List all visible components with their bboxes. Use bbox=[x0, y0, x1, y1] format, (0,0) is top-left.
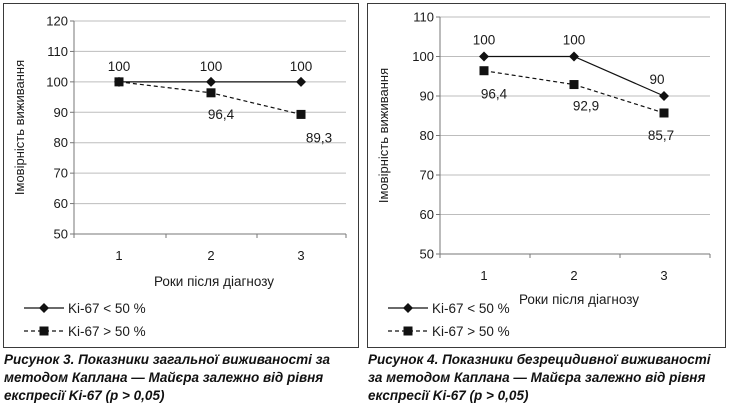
data-label: 85,7 bbox=[648, 128, 674, 143]
y-tick-label: 80 bbox=[420, 128, 434, 143]
square-marker bbox=[569, 80, 579, 90]
data-label: 89,3 bbox=[306, 130, 332, 145]
series-line bbox=[484, 55, 665, 97]
y-tick-label: 120 bbox=[46, 14, 68, 29]
data-label: 92,9 bbox=[573, 99, 599, 114]
x-tick-label: 2 bbox=[207, 248, 214, 263]
y-tick-label: 100 bbox=[412, 49, 434, 64]
legend-label: Ki-67 < 50 % bbox=[68, 301, 146, 316]
legend-square-marker bbox=[403, 326, 413, 336]
square-marker bbox=[659, 108, 669, 118]
x-tick-label: 3 bbox=[297, 248, 304, 263]
y-tick-label: 60 bbox=[54, 196, 68, 211]
x-tick-label: 2 bbox=[570, 268, 577, 283]
data-label: 96,4 bbox=[208, 107, 235, 122]
data-label: 100 bbox=[108, 59, 131, 74]
square-marker bbox=[296, 109, 306, 119]
legend-item-1: Ki-67 < 50 % bbox=[388, 301, 510, 316]
diamond-marker bbox=[206, 76, 216, 87]
x-axis-title: Роки після діагнозу bbox=[154, 274, 274, 289]
y-tick-label: 60 bbox=[420, 207, 434, 222]
data-label: 96,4 bbox=[481, 87, 508, 102]
y-axis-title: Імовірність виживання bbox=[12, 60, 27, 195]
square-marker bbox=[479, 66, 489, 76]
diamond-marker bbox=[659, 91, 669, 101]
x-tick-label: 1 bbox=[115, 248, 122, 263]
chart-panel-relapse-free-survival: 50 60 70 80 90 100 110 1 2 3 Роки після діагнозу Ім… bbox=[367, 3, 726, 348]
legend-label: Ki-67 > 50 % bbox=[432, 324, 510, 339]
legend-item-1: Ki-67 < 50 % bbox=[24, 301, 146, 316]
figure-3-caption: Рисунок 3. Показники загальної виживанос… bbox=[4, 352, 330, 403]
figure-4-caption: Рисунок 4. Показники безрецидивної вижив… bbox=[368, 352, 711, 403]
overall-survival-chart: 50 60 70 80 90 100 110 120 1 2 3 Роки після діагноз… bbox=[12, 14, 347, 339]
data-label: 100 bbox=[200, 59, 223, 74]
chart-panel-overall-survival: 50 60 70 80 90 100 110 120 1 2 3 Роки після діагноз… bbox=[3, 3, 359, 348]
y-tick-label: 110 bbox=[413, 10, 434, 25]
legend-label: Ki-67 > 50 % bbox=[68, 324, 146, 339]
y-tick-label: 100 bbox=[46, 74, 68, 89]
y-tick-label: 70 bbox=[54, 166, 68, 181]
x-tick-label: 1 bbox=[480, 268, 487, 283]
data-label: 100 bbox=[473, 33, 496, 48]
square-marker bbox=[114, 77, 124, 87]
diamond-marker bbox=[296, 76, 306, 87]
x-tick-label: 3 bbox=[660, 268, 667, 283]
series-2: 96,4 89,3 bbox=[114, 77, 332, 145]
square-marker bbox=[206, 88, 216, 98]
data-label: 100 bbox=[563, 33, 586, 48]
y-tick-label: 70 bbox=[420, 168, 434, 183]
legend-diamond-marker bbox=[403, 303, 413, 313]
y-tick-label: 90 bbox=[54, 105, 68, 120]
series-1: 100 100 90 bbox=[473, 33, 669, 101]
data-label: 90 bbox=[649, 72, 664, 87]
y-tick-label: 80 bbox=[54, 135, 68, 150]
diamond-marker bbox=[569, 51, 579, 62]
legend-diamond-marker bbox=[39, 303, 49, 313]
legend-label: Ki-67 < 50 % bbox=[432, 301, 510, 316]
y-tick-label: 50 bbox=[54, 227, 68, 242]
series-2: 96,4 92,9 85,7 bbox=[479, 66, 674, 143]
y-tick-label: 50 bbox=[420, 247, 434, 262]
x-axis-title: Роки після діагнозу bbox=[519, 292, 639, 307]
legend-item-2: Ki-67 > 50 % bbox=[388, 324, 510, 339]
relapse-free-survival-chart: 50 60 70 80 90 100 110 1 2 3 Роки після діагнозу Ім… bbox=[376, 10, 711, 339]
y-tick-label: 110 bbox=[47, 44, 68, 59]
y-tick-label: 90 bbox=[420, 89, 434, 104]
diamond-marker bbox=[479, 51, 489, 62]
y-axis-title: Імовірність виживання bbox=[376, 68, 391, 203]
legend-square-marker bbox=[39, 326, 49, 336]
data-label: 100 bbox=[290, 59, 313, 74]
legend-item-2: Ki-67 > 50 % bbox=[24, 324, 146, 339]
series-1: 100 100 100 bbox=[108, 59, 313, 87]
